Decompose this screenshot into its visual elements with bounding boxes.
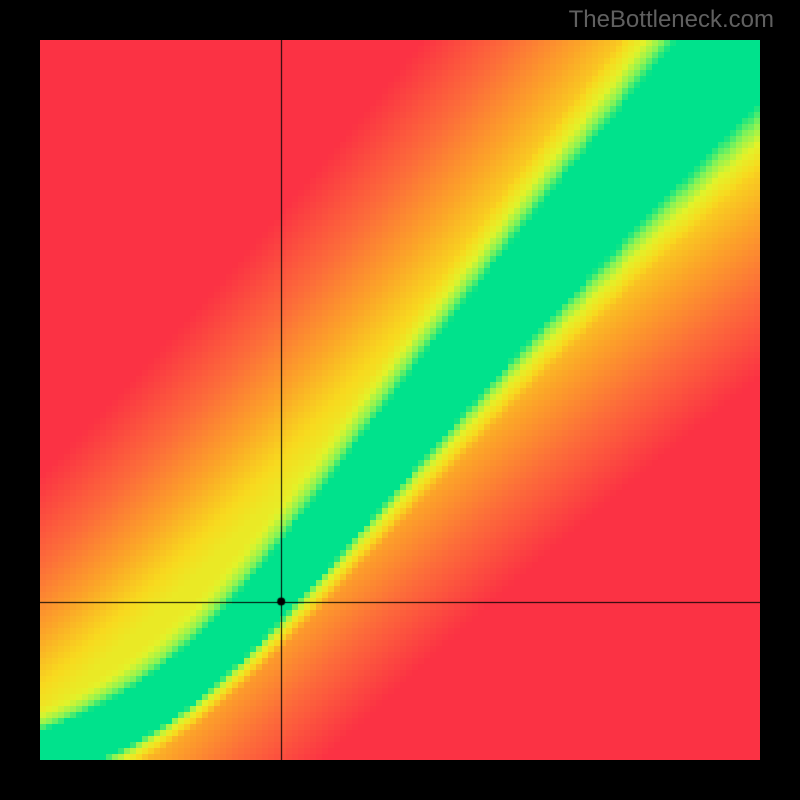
watermark-text: TheBottleneck.com (569, 6, 774, 34)
crosshair-overlay (40, 40, 760, 760)
